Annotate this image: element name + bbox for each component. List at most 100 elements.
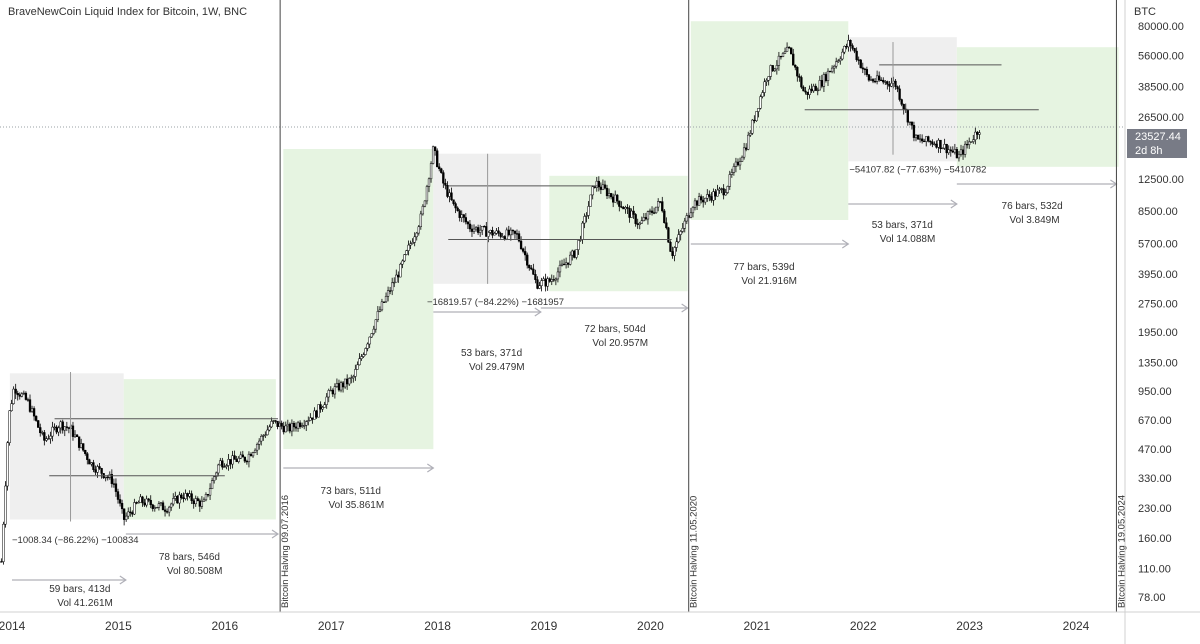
candle-body (888, 84, 891, 87)
candle-body (307, 420, 310, 422)
price-tick-label: 5700.00 (1138, 239, 1178, 251)
candle-body (163, 509, 167, 512)
candle-body (894, 80, 897, 87)
candle-body (855, 50, 858, 60)
range-arrowhead (681, 303, 689, 313)
candle-body (927, 136, 930, 142)
candle-body (667, 227, 670, 243)
candle-body (215, 472, 218, 478)
candle-body (41, 432, 44, 434)
candle-body (327, 390, 330, 398)
candle-body (157, 503, 161, 508)
candle-body (339, 382, 343, 391)
range-arrowhead (427, 463, 435, 473)
candle-body (566, 262, 570, 265)
candle-body (401, 260, 404, 265)
candle-body (202, 499, 206, 502)
candle-body (683, 220, 686, 229)
candle-body (839, 58, 842, 62)
candle-body (886, 81, 889, 85)
candle-body (959, 149, 963, 155)
candle-body (859, 59, 862, 69)
candle-body (665, 222, 668, 229)
candle-body (816, 89, 819, 92)
candle-body (763, 81, 766, 93)
candle-body (935, 143, 938, 148)
candle-body (317, 404, 320, 418)
candle-body (505, 229, 508, 240)
candle-body (597, 180, 600, 188)
candle-body (4, 485, 7, 525)
candle-body (835, 61, 838, 67)
candle-body (96, 466, 99, 473)
candle-body (323, 404, 326, 408)
candle-body (745, 147, 748, 150)
candle-body (779, 55, 783, 58)
candle-body (501, 236, 504, 238)
bar-countdown: 2d 8h (1135, 145, 1163, 157)
candle-body (12, 388, 15, 404)
candle-body (511, 229, 515, 232)
range-label: 76 bars, 532d (1002, 201, 1063, 212)
candle-body (407, 244, 410, 251)
price-tick-label: 80000.00 (1138, 21, 1184, 33)
candle-body (284, 425, 287, 433)
candle-body (689, 212, 693, 218)
candle-body (837, 60, 840, 63)
candle-body (270, 421, 273, 428)
time-tick-label: 2018 (424, 619, 451, 633)
candle-body (243, 456, 247, 462)
candle-body (204, 493, 208, 501)
bear-cycle-box (9, 373, 124, 520)
candle-body (753, 119, 756, 122)
candle-body (542, 278, 545, 281)
last-price: 23527.44 (1135, 131, 1181, 143)
candle-body (448, 192, 451, 197)
range-arrowhead (119, 575, 127, 585)
candle-body (358, 358, 361, 366)
candle-body (190, 493, 193, 501)
candle-body (217, 464, 220, 474)
price-tick-label: 160.00 (1138, 533, 1172, 545)
candle-body (783, 51, 787, 54)
candle-body (399, 263, 402, 278)
candle-body (368, 336, 371, 345)
bull-cycle-box (283, 149, 434, 450)
candle-body (757, 108, 760, 112)
candle-body (26, 399, 30, 401)
halving-label: Bitcoin Halving 19.05.2024 (1116, 495, 1127, 608)
candle-body (493, 233, 496, 236)
candle-body (583, 216, 586, 224)
candle-body (2, 523, 5, 562)
candle-body (734, 161, 738, 167)
candle-body (354, 369, 357, 377)
candle-body (669, 241, 672, 252)
candle-body (702, 199, 705, 203)
candle-body (233, 455, 236, 460)
candle-body (433, 146, 437, 152)
candle-body (231, 455, 234, 465)
range-volume: Vol 29.479M (469, 362, 525, 373)
candle-body (749, 133, 752, 136)
candle-body (722, 188, 725, 196)
candle-body (532, 268, 535, 275)
candle-body (972, 139, 975, 142)
candle-body (438, 166, 441, 170)
candle-body (395, 274, 398, 283)
candle-body (200, 500, 204, 507)
candle-body (792, 53, 795, 66)
candle-body (626, 207, 629, 209)
candle-body (571, 250, 574, 256)
candle-body (80, 443, 83, 448)
candle-body (724, 192, 727, 196)
candle-body (552, 279, 555, 281)
candle-body (869, 79, 873, 81)
range-label: 53 bars, 371d (461, 348, 522, 359)
candle-body (609, 193, 613, 198)
candle-body (884, 81, 887, 83)
bull-cycle-box (956, 47, 1119, 167)
time-tick-label: 2024 (1063, 619, 1090, 633)
candle-body (403, 254, 406, 262)
time-tick-label: 2016 (211, 619, 238, 633)
